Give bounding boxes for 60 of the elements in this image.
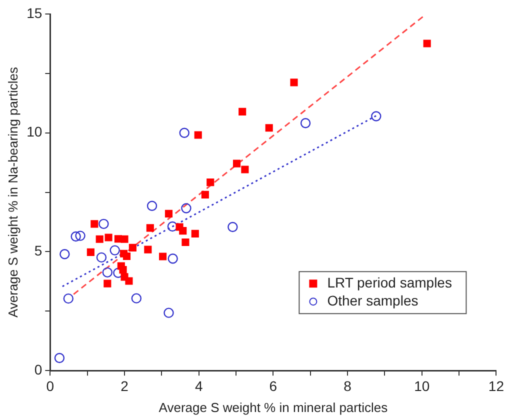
y-tick-label: 0 [34, 361, 42, 378]
x-tick-label: 12 [488, 378, 504, 394]
point [241, 166, 249, 174]
point [104, 234, 112, 242]
point [181, 203, 192, 214]
x-tick-label: 0 [46, 378, 54, 394]
point [122, 252, 131, 260]
point [290, 78, 298, 86]
point [265, 124, 273, 132]
point [144, 246, 152, 254]
point [168, 254, 178, 264]
x-tick-label: 6 [269, 378, 278, 394]
point [104, 280, 112, 288]
point [146, 224, 154, 232]
point [191, 230, 199, 238]
point [86, 248, 94, 256]
point [63, 293, 74, 304]
x-tick-label: 8 [344, 378, 352, 394]
point [54, 352, 65, 364]
point [371, 111, 382, 122]
y-axis-title: Average S weight % in Na-bearing particles [5, 66, 20, 318]
point [96, 252, 107, 263]
point [98, 218, 109, 230]
point [159, 252, 167, 260]
point [206, 178, 214, 186]
point [300, 118, 311, 128]
point [102, 267, 113, 278]
point [70, 231, 81, 242]
legend-label: LRT period samples [327, 274, 452, 290]
point [75, 230, 86, 241]
point [110, 245, 120, 256]
x-tick-label: 4 [194, 378, 203, 394]
point [128, 244, 136, 252]
y-tick-label: 15 [26, 4, 42, 21]
point [60, 249, 70, 260]
point [179, 128, 190, 138]
legend-label: Other samples [327, 292, 418, 308]
point [228, 222, 238, 232]
point [423, 40, 431, 48]
y-tick-label: 10 [26, 124, 42, 140]
point [96, 235, 104, 243]
point [164, 308, 174, 318]
point [131, 293, 142, 304]
y-tick-label: 5 [34, 242, 42, 259]
x-tick-label: 10 [414, 378, 430, 394]
point [146, 200, 158, 211]
point [182, 238, 190, 246]
point [164, 210, 173, 218]
point [119, 266, 127, 274]
point [238, 108, 246, 116]
point [194, 131, 202, 139]
point [120, 235, 128, 243]
point [179, 227, 187, 235]
point [125, 277, 133, 285]
x-tick-label: 2 [120, 378, 129, 394]
point [232, 160, 241, 168]
point [90, 220, 98, 228]
point [167, 221, 178, 232]
x-axis-title: Average S weight % in mineral particles [158, 400, 388, 415]
point [201, 190, 209, 198]
